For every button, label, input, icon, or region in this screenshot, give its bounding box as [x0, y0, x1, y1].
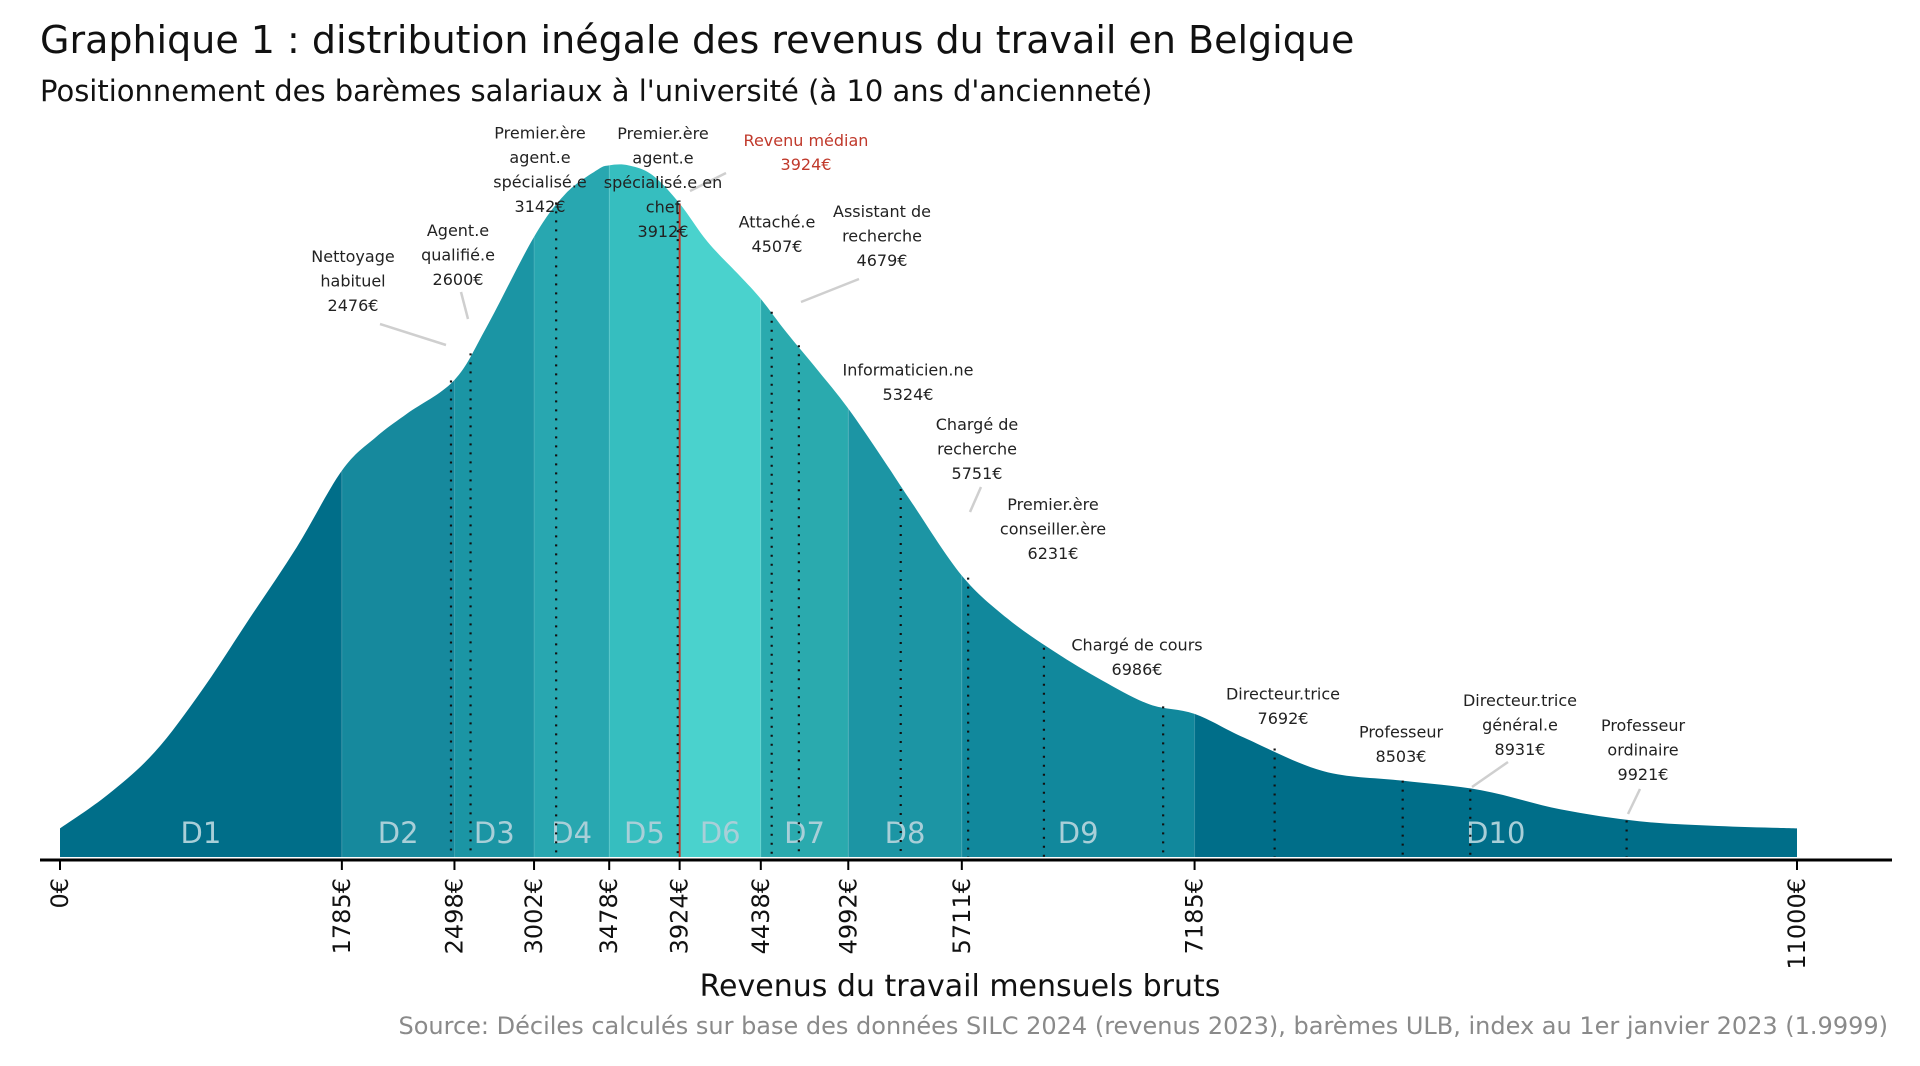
salary-scale-label: Professeur 8503€: [1359, 723, 1444, 767]
salary-scale-label-line: 4507€: [752, 237, 803, 256]
decile-label-d5: D5: [624, 816, 665, 850]
salary-scale-label-line: Chargé de cours: [1071, 636, 1202, 655]
x-tick-label: 2498€: [440, 878, 468, 954]
salary-scale-label: Directeur.trice général.e 8931€: [1463, 691, 1577, 759]
salary-scale-label-line: 5324€: [883, 385, 934, 404]
leader-line: [1471, 760, 1509, 789]
decile-band-d5: [609, 164, 680, 857]
leader-line: [379, 322, 447, 347]
chart-subtitle: Positionnement des barèmes salariaux à l…: [40, 74, 1153, 108]
salary-scale-label-line: chef: [646, 198, 681, 217]
salary-scale-label-line: agent.e: [509, 148, 570, 167]
leader-line: [800, 277, 860, 304]
salary-scale-label-line: Agent.e: [427, 221, 489, 240]
salary-scale-label-line: 8503€: [1376, 747, 1427, 766]
salary-scale-label-line: 3142€: [515, 197, 566, 216]
decile-label-d4: D4: [551, 816, 592, 850]
salary-scale-label: Chargé de recherche 5751€: [936, 415, 1019, 483]
salary-scale-label-line: conseiller.ère: [1000, 520, 1106, 539]
salary-scale-label-line: général.e: [1482, 716, 1558, 735]
leader-line: [1626, 788, 1642, 815]
salary-scale-label-line: 2476€: [328, 296, 379, 315]
x-tick-label: 4438€: [747, 878, 775, 954]
salary-scale-label: Premier.ère agent.e spécialisé.e en chef 391…: [604, 124, 722, 241]
x-tick-label: 1785€: [328, 878, 356, 954]
salary-scale-label-line: Attaché.e: [739, 213, 816, 232]
salary-scale-label: Informaticien.ne 5324€: [843, 361, 974, 405]
salary-scale-label-line: Directeur.trice: [1463, 691, 1577, 710]
salary-scale-labels: Nettoyage habituel 2476€ Agent.e qualifié.e 2…: [311, 124, 1685, 785]
salary-scale-label-line: 2600€: [433, 270, 484, 289]
salary-scale-label-line: 6231€: [1028, 544, 1079, 563]
x-tick-label: 5711€: [948, 878, 976, 954]
salary-scale-label-line: recherche: [937, 440, 1017, 459]
decile-label-d6: D6: [700, 816, 741, 850]
decile-label-d10: D10: [1466, 816, 1525, 850]
x-tick-label: 11000€: [1783, 878, 1811, 970]
median-label-value: 3924€: [781, 155, 832, 174]
label-leader-lines: [379, 171, 1642, 815]
source-note: Source: Déciles calculés sur base des do…: [398, 1012, 1889, 1040]
leader-line: [968, 486, 983, 513]
salary-scale-label: Professeur ordinaire 9921€: [1601, 716, 1686, 784]
salary-scale-label-line: spécialisé.e: [493, 173, 586, 192]
salary-scale-label-line: Premier.ère: [617, 124, 708, 143]
salary-scale-label-line: Premier.ère: [1007, 495, 1098, 514]
decile-band-d2: [341, 164, 455, 857]
x-tick-label: 4992€: [834, 878, 862, 954]
chart-title: Graphique 1 : distribution inégale des r…: [40, 18, 1355, 62]
decile-label-d3: D3: [474, 816, 515, 850]
salary-scale-label: Agent.e qualifié.e 2600€: [421, 221, 495, 289]
salary-scale-label-line: Directeur.trice: [1226, 685, 1340, 704]
x-tick-label: 3478€: [595, 878, 623, 954]
x-tick-label: 3924€: [666, 878, 694, 954]
median-label: Revenu médian 3924€: [744, 131, 869, 174]
salary-scale-label: Attaché.e 4507€: [739, 213, 816, 257]
decile-label-d8: D8: [885, 816, 926, 850]
salary-scale-label-line: habituel: [320, 272, 385, 291]
decile-band-d1: [60, 164, 342, 857]
x-tick-label: 7185€: [1181, 878, 1209, 954]
decile-labels: D1 D2 D3 D4 D5 D6 D7 D8 D9 D10: [181, 816, 1526, 850]
decile-label-d7: D7: [784, 816, 825, 850]
decile-band-d4: [534, 164, 610, 857]
salary-scale-label-line: 4679€: [857, 251, 908, 270]
median-label-title: Revenu médian: [744, 131, 869, 150]
decile-label-d2: D2: [378, 816, 419, 850]
salary-scale-label: Directeur.trice 7692€: [1226, 685, 1340, 729]
salary-scale-label-line: qualifié.e: [421, 246, 495, 265]
salary-scale-label-line: Professeur: [1601, 716, 1686, 735]
salary-scale-label-line: 3912€: [638, 222, 689, 241]
salary-scale-label: Premier.ère conseiller.ère 6231€: [1000, 495, 1106, 563]
decile-label-d1: D1: [181, 816, 222, 850]
leader-line: [459, 291, 470, 320]
salary-scale-lines: [449, 202, 1628, 857]
x-tick-label: 3002€: [520, 878, 548, 954]
decile-label-d9: D9: [1058, 816, 1099, 850]
x-tick-label: 0€: [46, 878, 74, 909]
salary-scale-label-line: Informaticien.ne: [843, 361, 974, 380]
salary-scale-label-line: Nettoyage: [311, 247, 394, 266]
salary-scale-label: Assistant de recherche 4679€: [833, 202, 931, 270]
salary-scale-label-line: 9921€: [1618, 765, 1669, 784]
salary-scale-label: Chargé de cours 6986€: [1071, 636, 1202, 680]
salary-scale-label-line: 7692€: [1258, 709, 1309, 728]
salary-scale-label-line: 5751€: [952, 464, 1003, 483]
median-leader-line: [689, 171, 727, 193]
salary-scale-label-line: Chargé de: [936, 415, 1019, 434]
salary-scale-label-line: Professeur: [1359, 723, 1444, 742]
salary-scale-label-line: agent.e: [632, 149, 693, 168]
x-axis-label: Revenus du travail mensuels bruts: [700, 969, 1221, 1004]
salary-scale-label: Premier.ère agent.e spécialisé.e 3142€: [493, 124, 586, 217]
salary-scale-label-line: spécialisé.e en: [604, 173, 722, 192]
salary-scale-label-line: ordinaire: [1607, 741, 1678, 760]
salary-scale-label-line: recherche: [842, 227, 922, 246]
salary-scale-label: Nettoyage habituel 2476€: [311, 247, 394, 315]
salary-scale-label-line: Assistant de: [833, 202, 931, 221]
x-axis: 0€ 1785€ 2498€ 3002€ 3478€ 3924€ 4438€ 4992€ 571…: [40, 858, 1892, 970]
salary-scale-label-line: 8931€: [1495, 740, 1546, 759]
salary-scale-label-line: 6986€: [1112, 660, 1163, 679]
salary-scale-label-line: Premier.ère: [494, 124, 585, 143]
